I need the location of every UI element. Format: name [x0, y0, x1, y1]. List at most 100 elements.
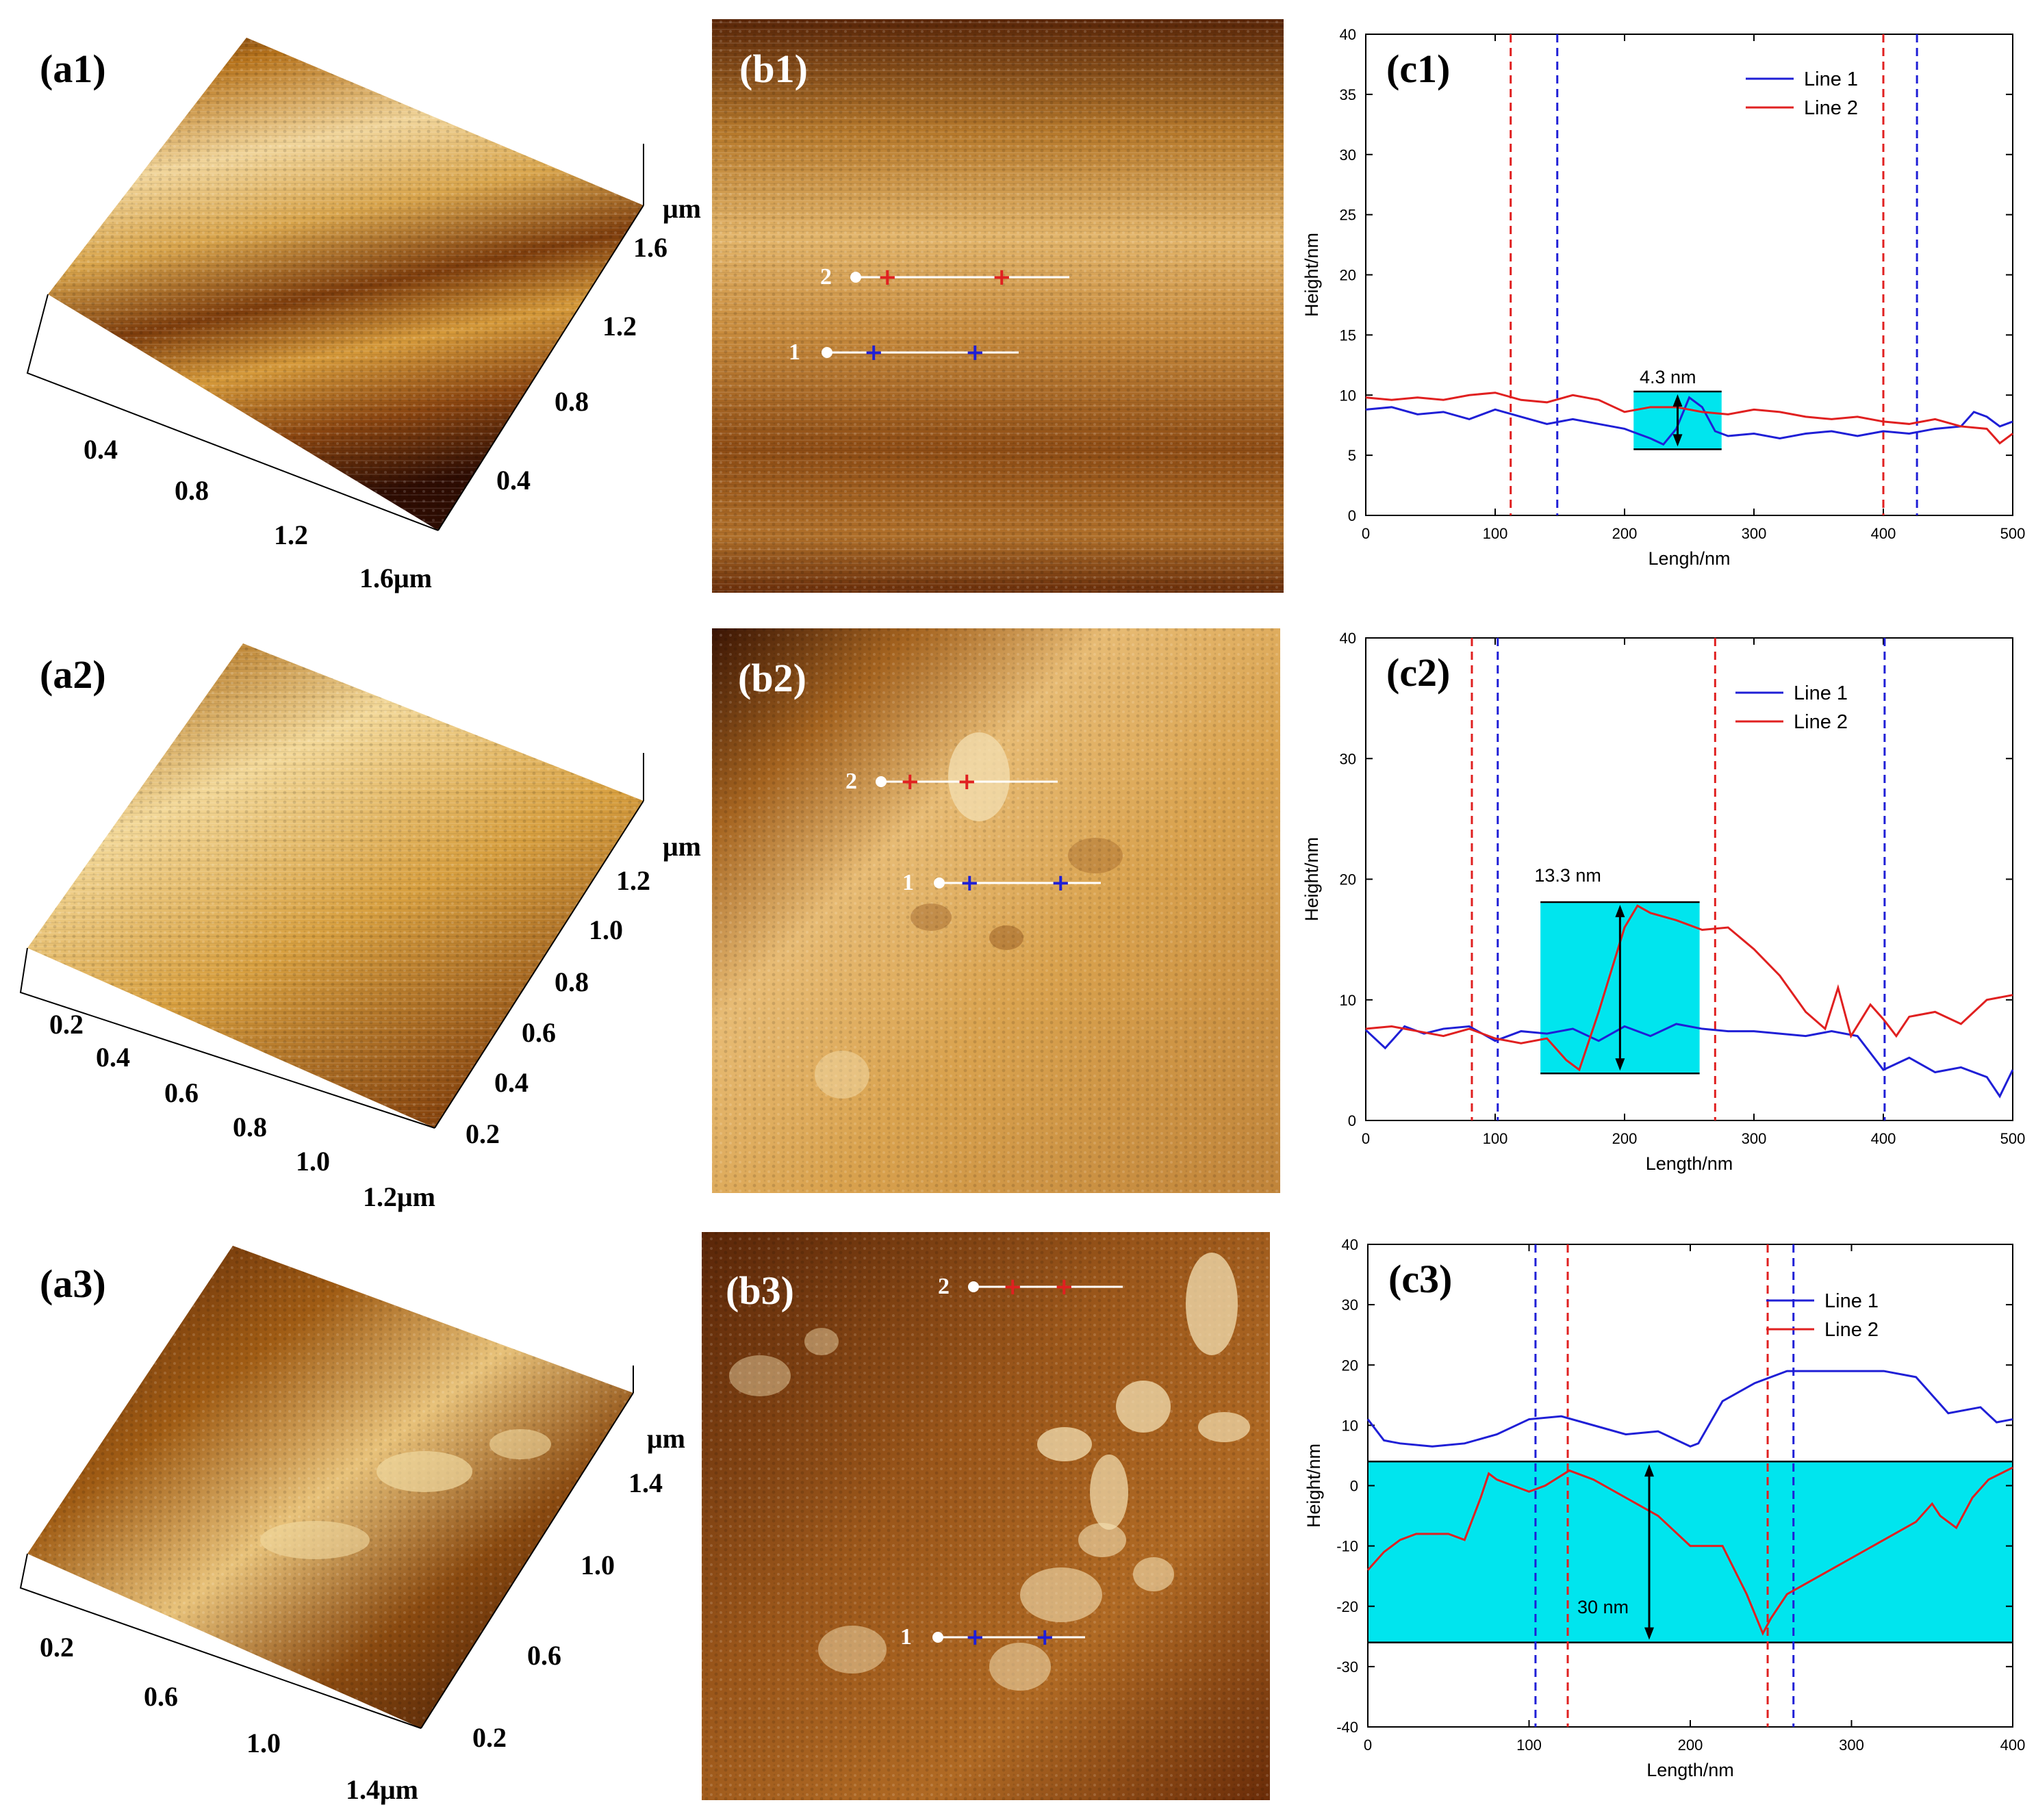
x-tick-label: 200 [1612, 1130, 1638, 1147]
axis-x-a2 [19, 947, 435, 1129]
series-line-1 [1365, 396, 2013, 446]
panel-label: (b1) [739, 47, 808, 91]
x-tick-label: 100 [1483, 525, 1508, 542]
y-tick-label: -30 [1336, 1658, 1358, 1676]
annotation-label: 13.3 nm [1534, 865, 1601, 886]
panel-label: (b3) [726, 1268, 794, 1313]
y-tick-label: 20 [1340, 871, 1356, 888]
arrow-head-down [1672, 434, 1683, 447]
y-tick-label: 10 [1340, 387, 1356, 404]
panel-b1: (b1) + + 2 + + 1 [712, 19, 1284, 593]
axis-y-a2 [434, 800, 644, 1129]
x-tick: 1.0 [296, 1146, 330, 1177]
x-tick-label: 400 [1871, 1130, 1896, 1147]
svg-text:+: + [965, 339, 985, 366]
x-tick: 1.4μm [346, 1774, 418, 1805]
x-tick: 0.2 [40, 1632, 74, 1663]
y-tick-label: 20 [1340, 267, 1356, 284]
x-tick-label: 300 [1742, 525, 1767, 542]
panel-b3: (b3) + + 2 + + 1 [702, 1232, 1270, 1800]
series-line-1 [1366, 1370, 2013, 1448]
x-tick: 0.8 [175, 475, 209, 506]
y-tick: 0.8 [555, 386, 589, 417]
x-tick-label: 200 [1678, 1736, 1703, 1754]
y-tick-label: -20 [1336, 1598, 1358, 1615]
svg-text:+: + [957, 768, 977, 795]
y-axis-label: Height/nm [1303, 1444, 1324, 1528]
panel-label: (c1) [1386, 47, 1450, 91]
y-tick: 0.2 [466, 1118, 500, 1149]
y-tick-label: 0 [1348, 507, 1356, 524]
y-tick: 0.4 [494, 1067, 529, 1098]
axis-y-a3 [420, 1392, 634, 1729]
panel-label: (a3) [40, 1261, 106, 1306]
svg-text:+: + [1003, 1273, 1023, 1300]
x-tick-label: 0 [1364, 1736, 1372, 1754]
y-axis-label: Height/nm [1301, 837, 1322, 921]
x-tick: 0.8 [233, 1112, 267, 1142]
svg-text:+: + [960, 869, 980, 897]
svg-text:+: + [864, 339, 884, 366]
y-tick-label: 10 [1342, 1417, 1358, 1434]
y-tick-label: -10 [1336, 1538, 1358, 1555]
profile-line-2: + + 2 [845, 768, 1058, 795]
series-line-2 [1365, 392, 2013, 445]
z-unit: μm [647, 1423, 685, 1454]
y-axis-label: Height/nm [1301, 233, 1322, 317]
x-tick: 1.2 [274, 520, 308, 550]
x-tick: 1.2μm [363, 1181, 435, 1212]
y-tick: 0.6 [522, 1017, 556, 1048]
x-axis-label: Length/nm [1646, 1153, 1733, 1174]
y-tick: 0.4 [496, 465, 531, 496]
y-tick-label: 10 [1340, 992, 1356, 1009]
line-label-1: 1 [789, 339, 800, 365]
panel-b2: (b2) + + 2 + + 1 [712, 628, 1280, 1193]
y-tick: 1.0 [581, 1550, 615, 1580]
y-tick-label: 25 [1340, 207, 1356, 224]
panel-label: (a1) [40, 47, 106, 91]
panel-label: (c3) [1388, 1257, 1452, 1301]
y-tick-label: 40 [1342, 1236, 1358, 1253]
x-tick-label: 100 [1516, 1736, 1542, 1754]
y-tick: 1.2 [602, 311, 637, 342]
profile-line-2: + + 2 [820, 264, 1069, 291]
x-tick: 0.6 [164, 1077, 199, 1108]
axis-x-a3 [19, 1553, 422, 1729]
legend-label: Line 2 [1794, 711, 1848, 733]
legend-label: Line 2 [1804, 97, 1858, 119]
z-unit: μm [663, 831, 701, 862]
legend-label: Line 1 [1804, 68, 1858, 90]
y-tick-label: 0 [1350, 1478, 1358, 1495]
y-tick-label: 15 [1340, 326, 1356, 344]
x-tick-label: 500 [2000, 1130, 2026, 1147]
legend-label: Line 2 [1824, 1319, 1879, 1341]
svg-text:+: + [1051, 869, 1071, 897]
arrow-head-up [1672, 394, 1683, 407]
profile-line-1: + + 1 [902, 869, 1101, 897]
y-tick: 0.6 [527, 1640, 561, 1671]
series-line-2 [1365, 904, 2013, 1072]
svg-text:+: + [1054, 1273, 1074, 1300]
y-tick-label: 30 [1340, 146, 1356, 164]
y-tick-label: 20 [1342, 1357, 1358, 1374]
svg-text:+: + [900, 768, 920, 795]
line-label-2: 2 [845, 769, 857, 794]
z-unit: μm [663, 193, 701, 224]
y-tick-label: -40 [1336, 1719, 1358, 1736]
profile-line-1: + + 1 [900, 1624, 1085, 1651]
y-tick-label: 0 [1348, 1112, 1356, 1129]
x-axis-label: Length/nm [1646, 1760, 1734, 1780]
arrow-head-down [1644, 1627, 1654, 1640]
arrow-head-up [1615, 904, 1625, 917]
y-tick-label: 40 [1340, 26, 1356, 43]
legend-label: Line 1 [1794, 682, 1848, 704]
x-tick: 1.6μm [359, 563, 432, 593]
x-tick-label: 100 [1483, 1130, 1508, 1147]
panel-a2: (a2) 0.2 0.4 0.6 0.8 1.0 1.2μm 0.2 0.4 0… [19, 643, 701, 1212]
y-tick-label: 35 [1340, 86, 1356, 103]
line-label-2: 2 [820, 264, 832, 290]
y-tick-label: 30 [1340, 750, 1356, 767]
axis-y-a1 [437, 205, 644, 531]
